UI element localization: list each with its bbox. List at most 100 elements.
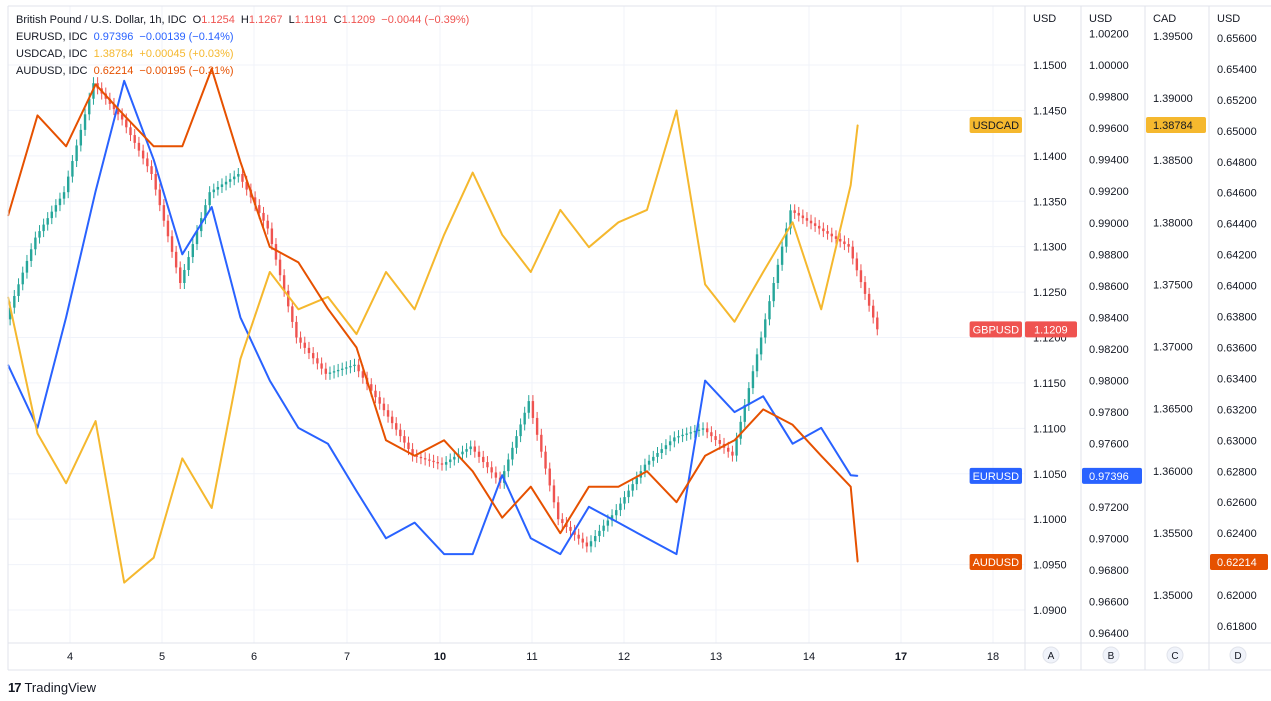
gbpusd-candle[interactable] <box>46 218 49 225</box>
gbpusd-candle[interactable] <box>602 525 605 531</box>
gbpusd-candle[interactable] <box>776 264 780 283</box>
gbpusd-candle[interactable] <box>187 257 190 271</box>
gbpusd-candle[interactable] <box>361 371 365 378</box>
gbpusd-candle[interactable] <box>627 490 630 498</box>
gbpusd-candle[interactable] <box>577 534 580 539</box>
gbpusd-candle[interactable] <box>17 284 20 296</box>
gbpusd-candle[interactable] <box>531 401 535 418</box>
gbpusd-candle[interactable] <box>62 192 66 199</box>
gbpusd-candle[interactable] <box>382 403 386 411</box>
gbpusd-candle[interactable] <box>112 103 116 110</box>
gbpusd-candle[interactable] <box>79 129 83 146</box>
time-axis[interactable]: 4 5 6 7 10 11 12 13 14 17 18 <box>67 651 999 663</box>
gbpusd-candle[interactable] <box>834 236 838 239</box>
gbpusd-candle[interactable] <box>179 267 182 283</box>
gbpusd-candle[interactable] <box>573 530 576 535</box>
gbpusd-candle[interactable] <box>813 223 817 226</box>
gbpusd-candle[interactable] <box>25 260 29 273</box>
gbpusd-candle[interactable] <box>341 368 344 370</box>
gbpusd-candle[interactable] <box>440 463 444 465</box>
gbpusd-candle[interactable] <box>785 228 788 247</box>
gbpusd-candle[interactable] <box>316 358 319 364</box>
gbpusd-candle[interactable] <box>378 397 381 404</box>
gbpusd-candle[interactable] <box>237 174 240 177</box>
gbpusd-candle[interactable] <box>793 210 796 213</box>
gbpusd-candle[interactable] <box>150 166 153 174</box>
gbpusd-candle[interactable] <box>399 429 402 437</box>
gbpusd-candle[interactable] <box>527 401 530 413</box>
axis-badge-a[interactable] <box>1042 646 1060 664</box>
gbpusd-candle[interactable] <box>183 270 186 283</box>
gbpusd-candle[interactable] <box>353 364 356 367</box>
gbpusd-candle[interactable] <box>859 270 863 283</box>
gbpusd-candle[interactable] <box>797 212 800 216</box>
gbpusd-candle[interactable] <box>581 538 584 543</box>
gbpusd-candle[interactable] <box>449 459 452 463</box>
gbpusd-candle[interactable] <box>780 246 784 265</box>
gbpusd-candle[interactable] <box>444 462 448 465</box>
gbpusd-candle[interactable] <box>838 238 842 242</box>
gbpusd-candle[interactable] <box>863 282 867 294</box>
gbpusd-candle[interactable] <box>847 244 850 247</box>
gbpusd-candle[interactable] <box>166 220 170 237</box>
gbpusd-candle[interactable] <box>511 447 514 460</box>
gbpusd-candle[interactable] <box>262 212 265 221</box>
gbpusd-candle[interactable] <box>158 189 161 206</box>
gbpusd-candle[interactable] <box>415 455 418 457</box>
gbpusd-candle[interactable] <box>241 174 244 182</box>
gbpusd-candle[interactable] <box>50 211 53 219</box>
gbpusd-candle[interactable] <box>170 236 174 252</box>
gbpusd-candle[interactable] <box>212 189 215 193</box>
gbpusd-candle[interactable] <box>465 449 468 452</box>
gbpusd-candle[interactable] <box>855 258 859 271</box>
gbpusd-candle[interactable] <box>548 468 551 486</box>
gbpusd-candle[interactable] <box>403 436 406 443</box>
gbpusd-candle[interactable] <box>569 526 572 531</box>
gbpusd-candle[interactable] <box>822 228 825 232</box>
gbpusd-candle[interactable] <box>714 436 717 441</box>
gbpusd-candle[interactable] <box>494 472 498 478</box>
gbpusd-candle[interactable] <box>395 423 398 430</box>
gbpusd-candle[interactable] <box>216 186 220 190</box>
gbpusd-candle[interactable] <box>515 436 518 448</box>
gbpusd-candle[interactable] <box>469 446 472 450</box>
gbpusd-candle[interactable] <box>336 369 340 372</box>
gbpusd-candle[interactable] <box>751 371 755 389</box>
gbpusd-candle[interactable] <box>120 114 124 120</box>
gbpusd-candle[interactable] <box>42 224 45 232</box>
gbpusd-candle[interactable] <box>718 440 722 444</box>
gbpusd-candle[interactable] <box>772 283 775 302</box>
gbpusd-candle[interactable] <box>191 244 194 258</box>
gbpusd-candle[interactable] <box>34 237 37 250</box>
gbpusd-candle[interactable] <box>681 434 684 437</box>
gbpusd-candle[interactable] <box>253 197 257 206</box>
gbpusd-candle[interactable] <box>303 342 306 348</box>
gbpusd-candle[interactable] <box>146 158 149 167</box>
gbpusd-candle[interactable] <box>843 241 846 245</box>
gbpusd-candle[interactable] <box>54 205 58 212</box>
gbpusd-candle[interactable] <box>258 205 261 213</box>
gbpusd-candle[interactable] <box>407 442 410 450</box>
gbpusd-candle[interactable] <box>428 459 431 461</box>
gbpusd-candle[interactable] <box>739 421 742 439</box>
gbpusd-candle[interactable] <box>610 515 614 521</box>
gbpusd-candle[interactable] <box>589 541 593 547</box>
gbpusd-candle[interactable] <box>307 347 311 354</box>
gbpusd-candle[interactable] <box>598 530 601 537</box>
gbpusd-candle[interactable] <box>731 451 734 456</box>
gbpusd-candle[interactable] <box>345 367 348 369</box>
gbpusd-candle[interactable] <box>266 220 269 229</box>
gbpusd-candle[interactable] <box>220 184 224 187</box>
gbpusd-candle[interactable] <box>764 319 767 338</box>
gbpusd-candle[interactable] <box>224 181 228 185</box>
gbpusd-candle[interactable] <box>154 174 157 190</box>
gbpusd-candle[interactable] <box>789 210 792 229</box>
gbpusd-candle[interactable] <box>668 441 672 446</box>
gbpusd-candle[interactable] <box>830 233 833 237</box>
plot-area[interactable] <box>7 67 879 584</box>
gbpusd-candle[interactable] <box>615 510 618 516</box>
gbpusd-candle[interactable] <box>482 456 485 463</box>
gbpusd-candle[interactable] <box>486 462 489 468</box>
gbpusd-candle[interactable] <box>58 198 62 206</box>
gbpusd-candle[interactable] <box>357 364 360 372</box>
